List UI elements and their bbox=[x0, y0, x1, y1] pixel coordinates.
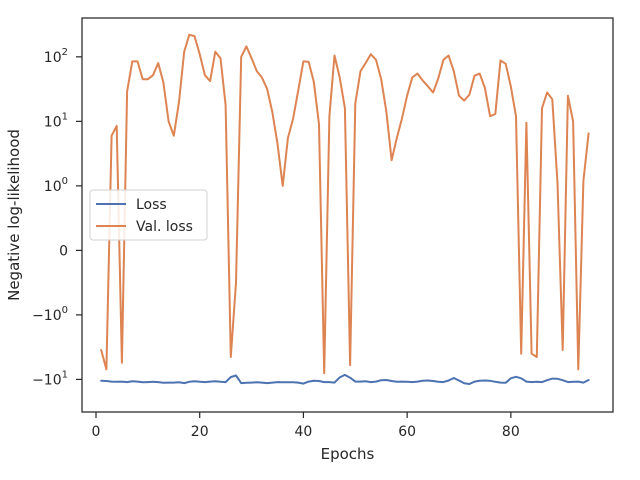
legend-label-val-loss: Val. loss bbox=[136, 219, 193, 235]
x-axis: 0 20 40 60 80 bbox=[92, 412, 520, 440]
series-line-loss bbox=[100, 373, 590, 385]
x-tick-label: 40 bbox=[295, 424, 313, 440]
series-line-val-loss bbox=[100, 33, 590, 375]
y-tick-label: −101 bbox=[32, 369, 68, 388]
x-tick-label: 0 bbox=[92, 424, 101, 440]
x-tick-label: 60 bbox=[398, 424, 416, 440]
y-axis-label: Negative log-likelihood bbox=[5, 129, 23, 301]
legend-box bbox=[89, 189, 208, 241]
legend: Loss Val. loss bbox=[89, 189, 208, 241]
y-tick-label: −100 bbox=[32, 305, 68, 324]
y-tick-label: 0 bbox=[59, 243, 68, 259]
x-axis-label: Epochs bbox=[321, 445, 375, 463]
plot-area bbox=[100, 33, 590, 385]
axes-frame bbox=[81, 17, 614, 413]
legend-label-loss: Loss bbox=[136, 197, 167, 213]
x-tick-label: 20 bbox=[191, 424, 209, 440]
x-tick-label: 80 bbox=[502, 424, 520, 440]
